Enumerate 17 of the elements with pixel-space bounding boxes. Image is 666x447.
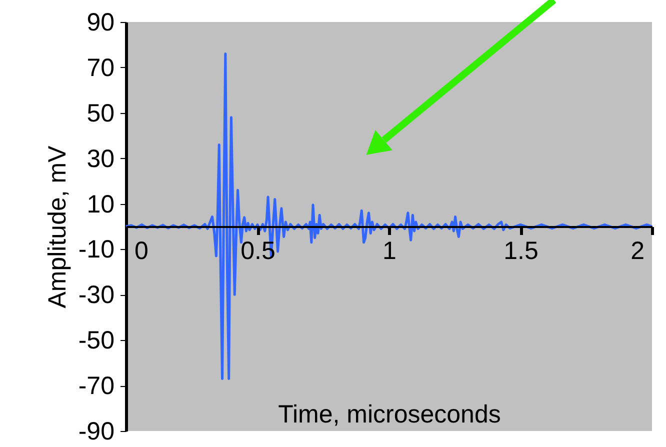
y-tick-label: 10 — [86, 190, 114, 218]
y-tick-label: -90 — [78, 418, 114, 446]
y-axis-title: Amplitude, mV — [43, 145, 72, 308]
y-tick-label: -70 — [78, 372, 114, 400]
y-tick-label: -10 — [78, 236, 114, 264]
x-tick-label: 2 — [630, 237, 644, 265]
x-axis-title: Time, microseconds — [278, 400, 501, 428]
x-tick-label: 1 — [382, 237, 396, 265]
line-series — [124, 52, 654, 380]
y-tick-label: 70 — [86, 54, 114, 82]
x-tick-label: 1.5 — [504, 237, 538, 265]
y-tick-label: 30 — [86, 144, 114, 173]
y-tick-label: 50 — [86, 99, 114, 128]
y-tick-label: -30 — [78, 281, 114, 310]
y-tick-label: 90 — [86, 8, 114, 36]
x-tick-label: 0 — [134, 237, 148, 265]
y-tick-label: -50 — [78, 326, 114, 355]
